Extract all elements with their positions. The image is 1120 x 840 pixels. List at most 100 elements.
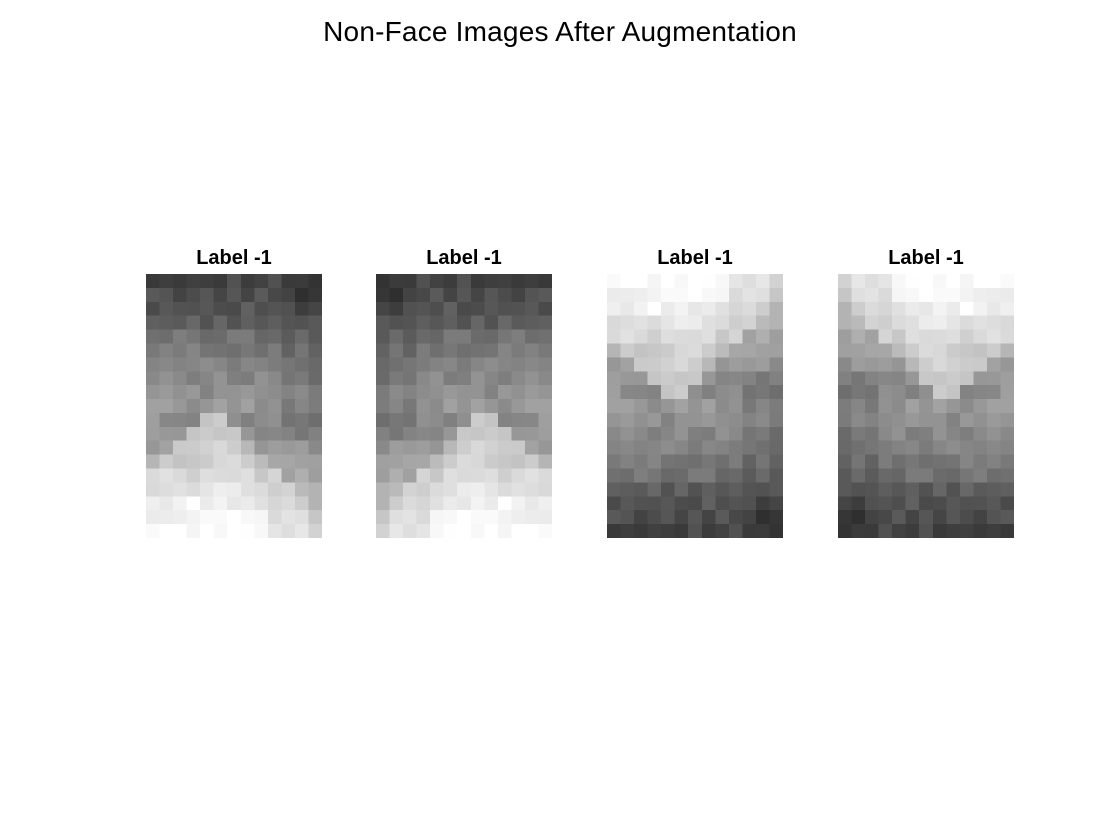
image-pixel bbox=[919, 287, 934, 303]
image-pixel bbox=[457, 371, 472, 386]
image-pixel bbox=[715, 496, 730, 511]
image-pixel bbox=[919, 496, 934, 511]
image-pixel bbox=[511, 287, 526, 303]
image-pixel bbox=[647, 399, 662, 414]
image-pixel bbox=[416, 287, 431, 303]
image-pixel bbox=[173, 343, 187, 358]
image-pixel bbox=[524, 482, 539, 497]
image-pixel bbox=[281, 315, 296, 330]
image-pixel bbox=[403, 440, 417, 455]
image-pixel bbox=[240, 426, 255, 442]
image-pixel bbox=[240, 315, 255, 330]
image-pixel bbox=[973, 329, 988, 344]
image-pixel bbox=[484, 274, 499, 289]
image-pixel bbox=[173, 482, 187, 497]
image-pixel bbox=[661, 315, 675, 330]
image-pixel bbox=[973, 399, 988, 414]
image-pixel bbox=[919, 357, 934, 372]
image-pixel bbox=[430, 440, 444, 455]
image-pixel bbox=[634, 371, 648, 386]
image-pixel bbox=[728, 468, 743, 483]
image-pixel bbox=[620, 343, 635, 358]
image-pixel bbox=[892, 287, 906, 303]
image-pixel bbox=[294, 287, 309, 303]
image-pixel bbox=[755, 440, 770, 455]
image-pixel bbox=[416, 315, 431, 330]
image-pixel bbox=[973, 440, 988, 455]
image-pixel bbox=[430, 343, 444, 358]
image-pixel bbox=[755, 468, 770, 483]
image-pixel bbox=[946, 496, 961, 511]
image-pixel bbox=[986, 482, 1001, 497]
image-pixel bbox=[213, 343, 228, 358]
image-panel-1: Label -1 bbox=[146, 244, 322, 538]
image-pixel bbox=[674, 399, 689, 414]
image-pixel bbox=[227, 274, 242, 289]
image-pixel bbox=[416, 454, 431, 469]
image-pixel bbox=[1000, 287, 1014, 303]
image-pixel bbox=[484, 524, 499, 538]
image-pixel bbox=[865, 399, 879, 414]
image-pixel bbox=[878, 301, 893, 316]
image-pixel bbox=[986, 399, 1001, 414]
image-pixel bbox=[607, 468, 621, 483]
image-pixel bbox=[281, 468, 296, 483]
image-pixel bbox=[647, 274, 662, 289]
image-pixel bbox=[661, 329, 675, 344]
image-pixel bbox=[240, 524, 255, 538]
image-pixel bbox=[173, 385, 187, 400]
image-pixel bbox=[755, 412, 770, 428]
image-pixel bbox=[878, 399, 893, 414]
image-pixel bbox=[620, 454, 635, 469]
image-pixel bbox=[865, 524, 879, 538]
image-pixel bbox=[919, 343, 934, 358]
image-pixel bbox=[173, 315, 187, 330]
image-pixel bbox=[701, 343, 716, 358]
image-pixel bbox=[728, 371, 743, 386]
image-pixel bbox=[647, 385, 662, 400]
image-pixel bbox=[200, 315, 214, 330]
image-pixel bbox=[430, 287, 444, 303]
image-pixel bbox=[674, 385, 689, 400]
image-pixel bbox=[538, 524, 552, 538]
image-pixel bbox=[715, 426, 730, 442]
image-pixel bbox=[281, 371, 296, 386]
image-pixel bbox=[173, 510, 187, 525]
image-pixel bbox=[755, 524, 770, 538]
image-pixel bbox=[688, 468, 703, 483]
image-pixel bbox=[661, 440, 675, 455]
image-pixel bbox=[973, 412, 988, 428]
image-pixel bbox=[159, 329, 174, 344]
image-panel-4: Label -1 bbox=[838, 244, 1014, 538]
image-pixel bbox=[755, 399, 770, 414]
image-pixel bbox=[878, 343, 893, 358]
image-pixel bbox=[892, 357, 906, 372]
image-pixel bbox=[715, 454, 730, 469]
image-pixel bbox=[838, 454, 852, 469]
image-pixel bbox=[647, 468, 662, 483]
image-pixel bbox=[511, 315, 526, 330]
image-pixel bbox=[1000, 274, 1014, 289]
image-pixel bbox=[620, 315, 635, 330]
image-pixel bbox=[607, 496, 621, 511]
image-pixel bbox=[892, 426, 906, 442]
image-pixel bbox=[959, 357, 974, 372]
image-pixel bbox=[470, 412, 485, 428]
image-pixel bbox=[769, 482, 783, 497]
image-pixel bbox=[728, 399, 743, 414]
image-pixel bbox=[851, 426, 866, 442]
image-pixel bbox=[457, 385, 472, 400]
image-pixel bbox=[674, 301, 689, 316]
image-pixel bbox=[538, 426, 552, 442]
image-pixel bbox=[878, 274, 893, 289]
image-pixel bbox=[959, 329, 974, 344]
image-pixel bbox=[200, 524, 214, 538]
image-pixel bbox=[865, 454, 879, 469]
image-pixel bbox=[728, 426, 743, 442]
image-pixel bbox=[769, 301, 783, 316]
image-pixel bbox=[240, 510, 255, 525]
image-pixel bbox=[701, 524, 716, 538]
image-pixel bbox=[254, 357, 269, 372]
image-pixel bbox=[878, 385, 893, 400]
image-pixel bbox=[524, 385, 539, 400]
